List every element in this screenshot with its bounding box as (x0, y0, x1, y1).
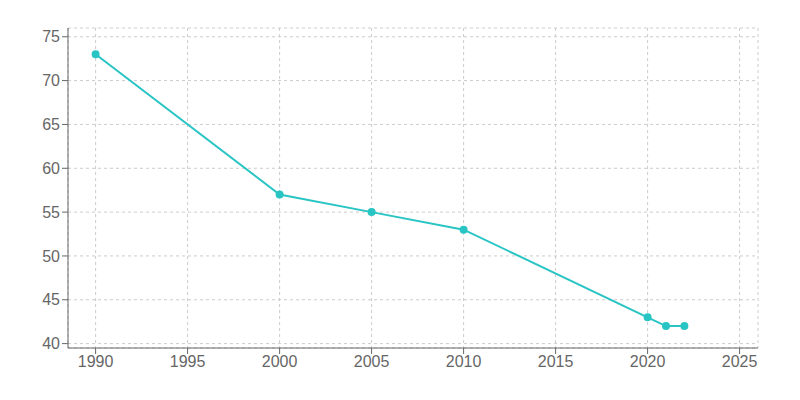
svg-text:45: 45 (42, 291, 60, 308)
svg-text:75: 75 (42, 28, 60, 45)
svg-text:2005: 2005 (354, 353, 390, 370)
svg-text:1990: 1990 (78, 353, 114, 370)
svg-text:2020: 2020 (630, 353, 666, 370)
svg-text:40: 40 (42, 335, 60, 352)
svg-text:2025: 2025 (722, 353, 758, 370)
svg-text:50: 50 (42, 248, 60, 265)
svg-text:2015: 2015 (538, 353, 574, 370)
svg-text:55: 55 (42, 204, 60, 221)
svg-text:70: 70 (42, 72, 60, 89)
svg-text:1995: 1995 (170, 353, 206, 370)
svg-text:65: 65 (42, 116, 60, 133)
svg-text:2000: 2000 (262, 353, 298, 370)
svg-text:60: 60 (42, 160, 60, 177)
svg-text:2010: 2010 (446, 353, 482, 370)
